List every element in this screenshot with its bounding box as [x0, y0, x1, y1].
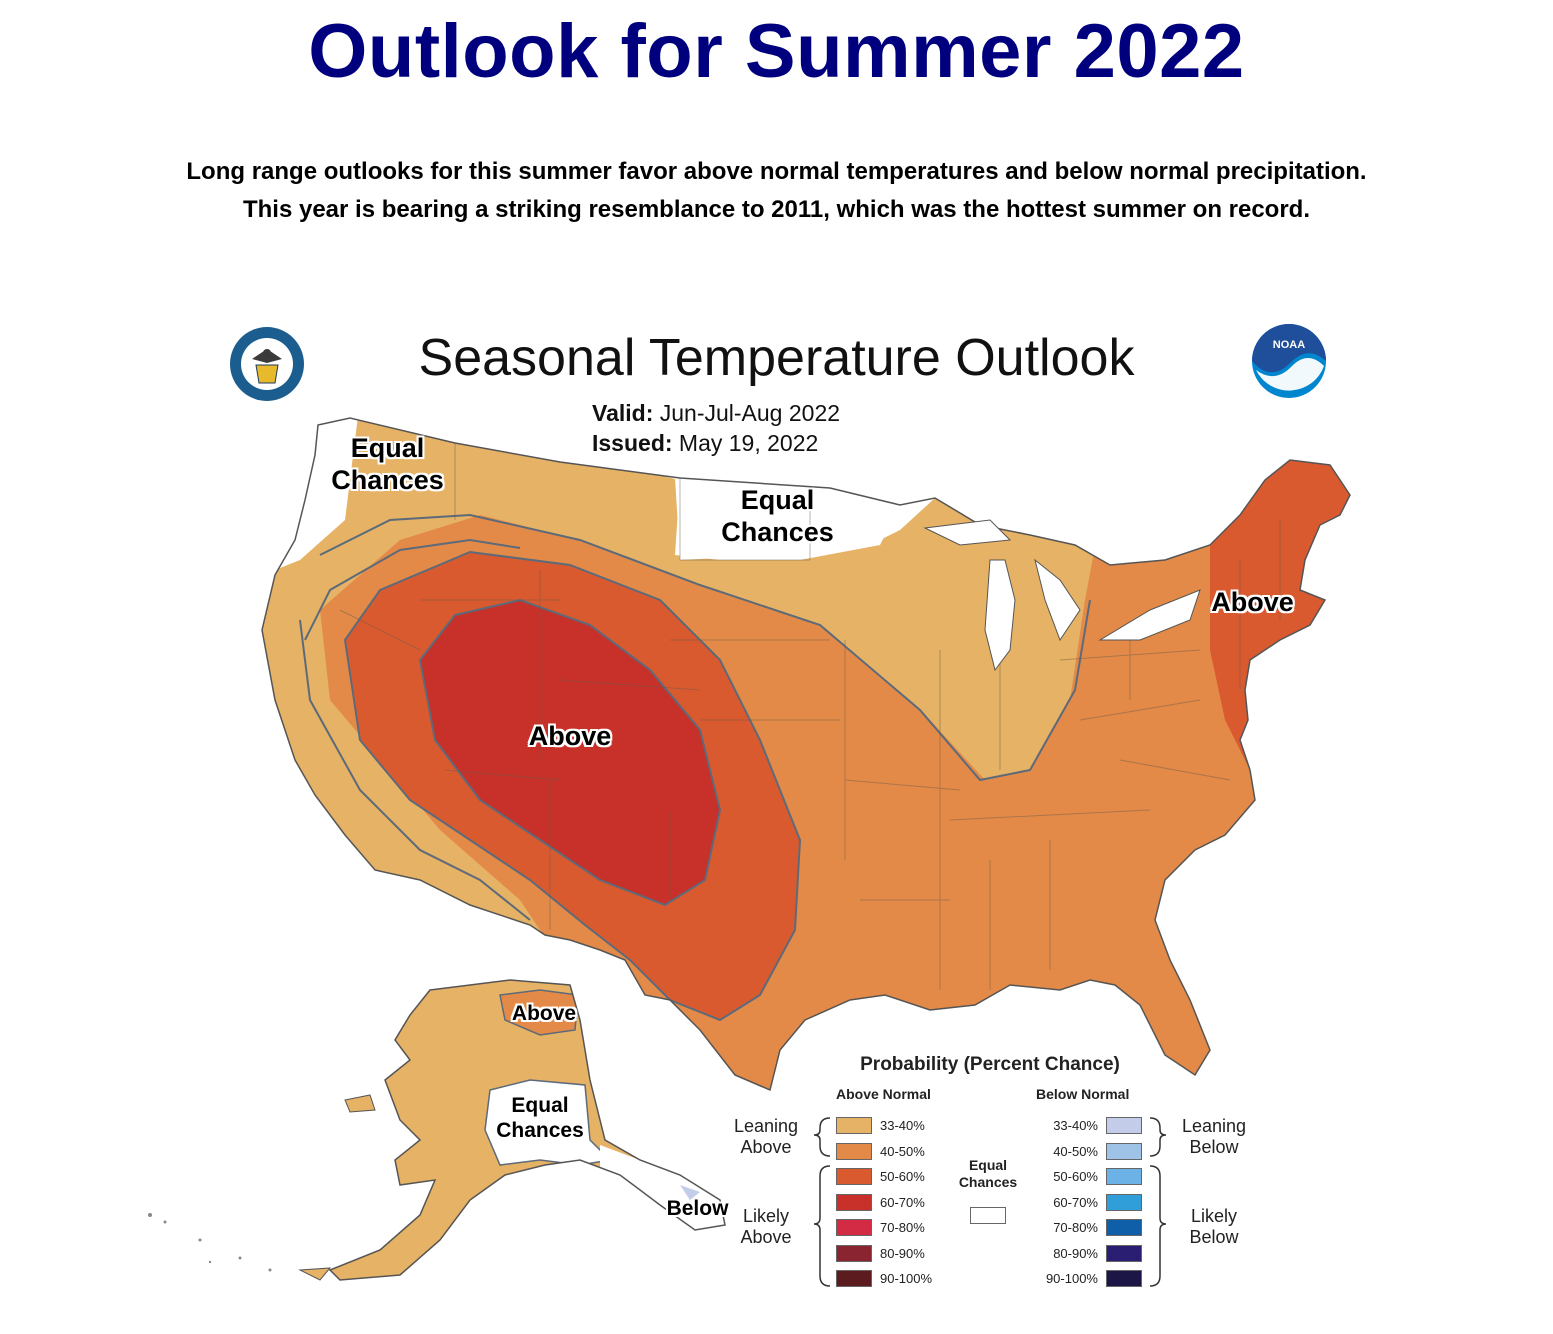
noaa-logo: NOAA: [1252, 324, 1326, 398]
page-title: Outlook for Summer 2022: [308, 9, 1245, 94]
label-alaska-interior: Equal Chances: [496, 1094, 584, 1142]
legend-above-swatch: [836, 1193, 872, 1211]
valid-row: Valid: Jun-Jul-Aug 2022: [592, 400, 840, 427]
label-alaska-southeast: Below: [666, 1197, 729, 1220]
issued-label: Issued:: [592, 430, 673, 456]
legend-above-swatch: [836, 1244, 872, 1262]
legend-above-swatch: [836, 1142, 872, 1160]
legend-equal-chances-swatch: [970, 1207, 1006, 1224]
legend-above-header: Above Normal: [836, 1086, 931, 1102]
legend-above-swatch: [836, 1168, 872, 1185]
legend-below-range: 33-40%: [1053, 1118, 1098, 1133]
issued-value: May 19, 2022: [678, 430, 819, 456]
legend-below-header: Below Normal: [1036, 1086, 1130, 1102]
subtitle-line-1: Long range outlooks for this summer favo…: [186, 158, 1367, 185]
legend-below-range: 50-60%: [1053, 1169, 1098, 1184]
legend-below-swatch: [1106, 1142, 1142, 1160]
legend-above-range: 40-50%: [880, 1143, 925, 1159]
legend-below-swatch: [1106, 1168, 1142, 1185]
subtitle-line-2: This year is bearing a striking resembla…: [242, 196, 1311, 223]
noaa-logo-text: NOAA: [1273, 339, 1305, 351]
legend-leaning-above: Leaning Above: [733, 1116, 799, 1157]
legend-above-range: 90-100%: [880, 1271, 933, 1286]
valid-label: Valid:: [592, 400, 654, 426]
legend-above-swatch: [836, 1117, 872, 1134]
label-alaska-north: Above: [511, 1002, 577, 1025]
legend-below-swatch: [1106, 1244, 1142, 1262]
legend-below-swatch: [1106, 1117, 1142, 1134]
label-northeast: Above: [1211, 587, 1294, 617]
legend-below-swatch: [1106, 1270, 1142, 1287]
commerce-seal-logo: [230, 327, 304, 401]
label-central-west: Above: [528, 721, 612, 751]
valid-value: Jun-Jul-Aug 2022: [659, 400, 841, 426]
legend-below-range: 70-80%: [1053, 1220, 1098, 1235]
legend-below-range: 40-50%: [1053, 1143, 1098, 1159]
legend-below-swatch: [1106, 1219, 1142, 1236]
legend-below-range: 90-100%: [1045, 1271, 1098, 1286]
legend-above-range: 33-40%: [880, 1118, 925, 1133]
legend-below-range: 80-90%: [1053, 1245, 1098, 1261]
legend-likely-above: Likely Above: [740, 1206, 792, 1247]
legend-above-swatch: [836, 1219, 872, 1236]
legend-above-swatch: [836, 1270, 872, 1287]
legend-above-range: 50-60%: [880, 1169, 925, 1184]
label-pacific-nw: Equal Chances: [331, 433, 444, 495]
legend-above-range: 60-70%: [880, 1194, 925, 1210]
map-title: Seasonal Temperature Outlook: [418, 329, 1135, 387]
issued-row: Issued: May 19, 2022: [592, 430, 818, 457]
legend-likely-below: Likely Below: [1189, 1206, 1239, 1247]
legend-above-range: 80-90%: [880, 1245, 925, 1261]
legend-below-range: 60-70%: [1053, 1194, 1098, 1210]
label-northern-plains: Equal Chances: [721, 485, 834, 547]
legend-title: Probability (Percent Chance): [860, 1054, 1120, 1075]
legend-below-swatch: [1106, 1193, 1142, 1211]
legend-above-range: 70-80%: [880, 1220, 925, 1235]
legend-equal-chances-label: Equal Chances: [958, 1157, 1018, 1190]
legend-leaning-below: Leaning Below: [1181, 1116, 1247, 1157]
